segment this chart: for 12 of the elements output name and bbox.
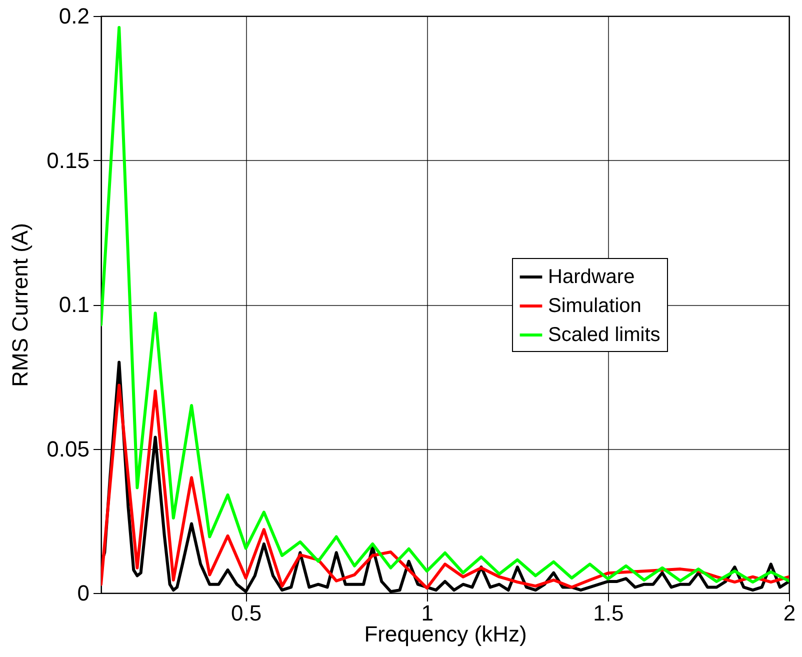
legend-label: Simulation (548, 295, 642, 317)
y-tick-label: 0.2 (58, 4, 90, 28)
y-tick-label: 0.15 (46, 148, 90, 173)
y-tick-label: 0 (77, 580, 90, 606)
x-tick-label: 0.5 (231, 600, 262, 626)
legend-label: Hardware (548, 266, 635, 288)
x-tick-label: 1.5 (593, 600, 624, 626)
legend-label: Scaled limits (548, 324, 660, 346)
y-axis-title: RMS Current (A) (8, 223, 33, 387)
y-tick-label: 0.1 (58, 292, 90, 317)
x-tick-label: 2 (783, 600, 796, 626)
y-tick-label: 0.05 (46, 436, 90, 462)
